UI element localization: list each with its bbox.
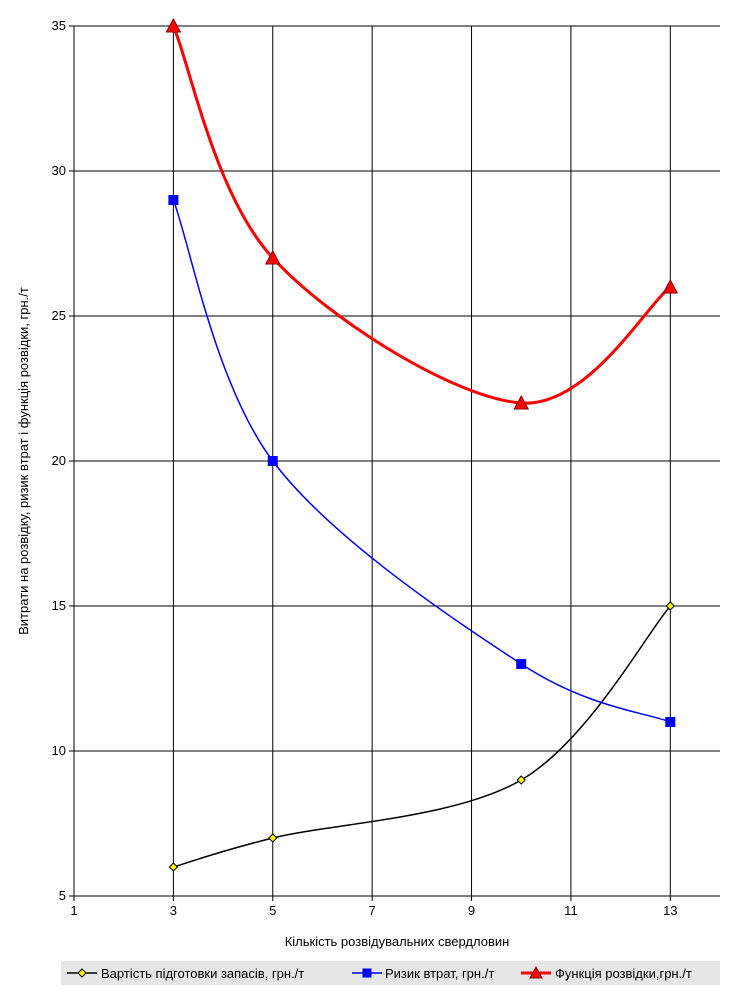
y-tick-label: 30 <box>52 163 66 178</box>
x-tick-label: 1 <box>70 903 77 918</box>
legend-label: Ризик втрат, грн./т <box>385 966 494 981</box>
series-layer <box>165 17 679 872</box>
data-point <box>168 862 179 872</box>
legend-marker <box>529 965 543 979</box>
data-point <box>165 17 182 33</box>
x-tick-label: 9 <box>468 903 475 918</box>
data-point <box>268 833 278 843</box>
y-tick-label: 35 <box>52 18 66 33</box>
data-point <box>516 775 526 785</box>
x-tick-label: 11 <box>564 903 578 918</box>
data-point <box>516 659 527 669</box>
legend-label: Функція розвідки,грн./т <box>555 966 692 981</box>
data-point <box>665 717 676 727</box>
series-3 <box>165 17 679 410</box>
y-tick-label: 15 <box>52 598 66 613</box>
data-point <box>513 394 530 410</box>
legend: Вартість підготовки запасів, грн./т Ризик… <box>61 961 720 985</box>
data-point <box>168 195 179 205</box>
data-point <box>267 456 278 466</box>
legend-label: Вартість підготовки запасів, грн./т <box>101 966 304 981</box>
y-tick-label: 25 <box>52 308 66 323</box>
legend-marker <box>77 968 87 978</box>
x-tick-label: 13 <box>663 903 677 918</box>
y-tick-label: 20 <box>52 453 66 468</box>
x-tick-label: 3 <box>170 903 177 918</box>
y-tick-label: 5 <box>59 888 66 903</box>
x-tick-label: 7 <box>369 903 376 918</box>
data-point <box>662 278 679 294</box>
axes <box>69 25 720 901</box>
legend-marker <box>362 968 372 978</box>
y-axis-title: Витрати на розвідку, ризик втрат і функц… <box>16 287 31 635</box>
data-point <box>264 249 281 265</box>
y-tick-label: 10 <box>52 743 66 758</box>
series-line <box>172 25 672 405</box>
series-line <box>173 605 671 868</box>
x-axis-title: Кількість розвідувальних свердловин <box>285 934 510 949</box>
series-1 <box>168 601 676 872</box>
grid <box>74 25 720 896</box>
data-point <box>665 601 676 611</box>
legend-box <box>61 961 720 985</box>
x-tick-label: 5 <box>269 903 276 918</box>
series-line <box>172 199 671 723</box>
series-2 <box>168 195 676 727</box>
